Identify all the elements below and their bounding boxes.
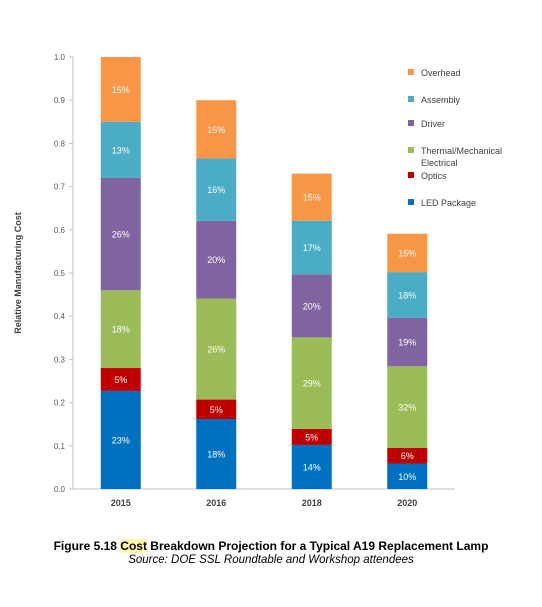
bar-optics-2018 [291,428,332,445]
caption-highlight: Cost [120,539,147,553]
legend-label-assembly: Assembly [421,95,461,105]
bar-assembly-2016 [196,158,237,221]
legend-label-led-package: LED Package [421,198,476,208]
legend-label-overhead: Overhead [421,68,461,78]
bar-driver-2020 [387,317,428,367]
bar-driver-2018 [291,274,332,338]
y-tick-label: 0.9 [54,96,66,105]
bar-led-package-2018 [291,444,332,489]
bar-overhead-2018 [291,173,332,221]
figure-caption: Figure 5.18 Cost Breakdown Projection fo… [0,539,542,553]
caption-prefix: Figure 5.18 [53,539,121,553]
y-tick-label: 0.2 [54,399,66,408]
x-tick-label: 2016 [206,498,226,508]
y-tick-label: 0.1 [54,442,66,451]
y-tick-label: 0.5 [54,269,66,278]
data-label-assembly-2016: 16% [207,185,225,195]
data-label-driver-2018: 20% [303,301,321,311]
x-tick-label: 2018 [302,498,322,508]
legend-swatch-overhead [408,69,414,75]
data-label-led-package-2020: 10% [398,472,416,482]
data-label-optics-2016: 5% [210,405,223,415]
bar-thermal-mechanical-electrical-2016 [196,298,237,400]
data-label-thermal-mechanical-electrical-2018: 29% [303,379,321,389]
data-label-thermal-mechanical-electrical-2016: 26% [207,345,225,355]
y-tick-label: 0.3 [54,355,66,364]
bar-optics-2015 [100,368,141,391]
data-label-overhead-2015: 15% [112,85,130,95]
y-tick-label: 0.7 [54,183,66,192]
bar-led-package-2016 [196,419,237,489]
y-tick-label: 0.4 [54,312,66,321]
data-label-optics-2020: 6% [401,451,414,461]
y-tick-label: 0.6 [54,226,66,235]
bar-overhead-2016 [196,100,237,159]
data-label-led-package-2015: 23% [112,435,130,445]
data-label-led-package-2016: 18% [207,450,225,460]
data-label-led-package-2018: 14% [303,462,321,472]
data-label-assembly-2018: 17% [303,243,321,253]
data-label-overhead-2016: 15% [207,125,225,135]
data-label-driver-2020: 19% [398,338,416,348]
data-label-driver-2015: 26% [112,230,130,240]
bar-assembly-2015 [100,121,141,178]
legend-label-thermal-mechanical-electrical-line1: Thermal/Mechanical [421,146,502,156]
y-tick-label: 1.0 [54,53,66,62]
bar-assembly-2020 [387,272,428,318]
data-label-optics-2018: 5% [305,432,318,442]
legend-label-thermal-mechanical-electrical-line2: Electrical [421,158,458,168]
data-label-thermal-mechanical-electrical-2015: 18% [112,325,130,335]
figure-source: Source: DOE SSL Roundtable and Workshop … [128,554,414,566]
data-label-optics-2015: 5% [114,375,127,385]
data-label-overhead-2020: 15% [398,248,416,258]
bar-led-package-2020 [387,463,428,489]
data-label-assembly-2015: 13% [112,145,130,155]
legend-swatch-driver [408,120,414,126]
bar-driver-2016 [196,220,237,299]
legend-swatch-led-package [408,199,414,205]
bar-thermal-mechanical-electrical-2020 [387,366,428,448]
bar-optics-2016 [196,399,237,420]
data-label-assembly-2020: 18% [398,291,416,301]
legend-label-optics: Optics [421,171,447,181]
bar-assembly-2018 [291,220,332,275]
x-tick-label: 2015 [111,498,131,508]
data-label-overhead-2018: 15% [303,193,321,203]
legend-swatch-thermal-mechanical-electrical [408,147,414,153]
bar-driver-2015 [100,177,141,291]
y-tick-label: 0.0 [54,485,66,494]
caption-suffix: Breakdown Projection for a Typical A19 R… [146,539,489,553]
legend-swatch-optics [408,172,414,178]
legend-label-driver: Driver [421,119,445,129]
stacked-bar-chart: 0.0 0.1 0.2 0.3 0.4 0.5 0.6 0.7 0.8 0.9 1.0 Relativ… [13,53,502,508]
x-tick-label: 2020 [397,498,417,508]
data-label-thermal-mechanical-electrical-2020: 32% [398,403,416,413]
data-label-driver-2016: 20% [207,255,225,265]
bar-led-package-2015 [100,390,141,489]
bar-overhead-2020 [387,233,428,273]
bar-overhead-2015 [100,57,141,122]
bar-thermal-mechanical-electrical-2015 [100,290,141,369]
y-axis-title: Relative Manufacturing Cost [13,212,23,334]
legend-swatch-assembly [408,96,414,102]
bar-optics-2020 [387,447,428,464]
bar-thermal-mechanical-electrical-2018 [291,337,332,429]
y-tick-label: 0.8 [54,139,66,148]
